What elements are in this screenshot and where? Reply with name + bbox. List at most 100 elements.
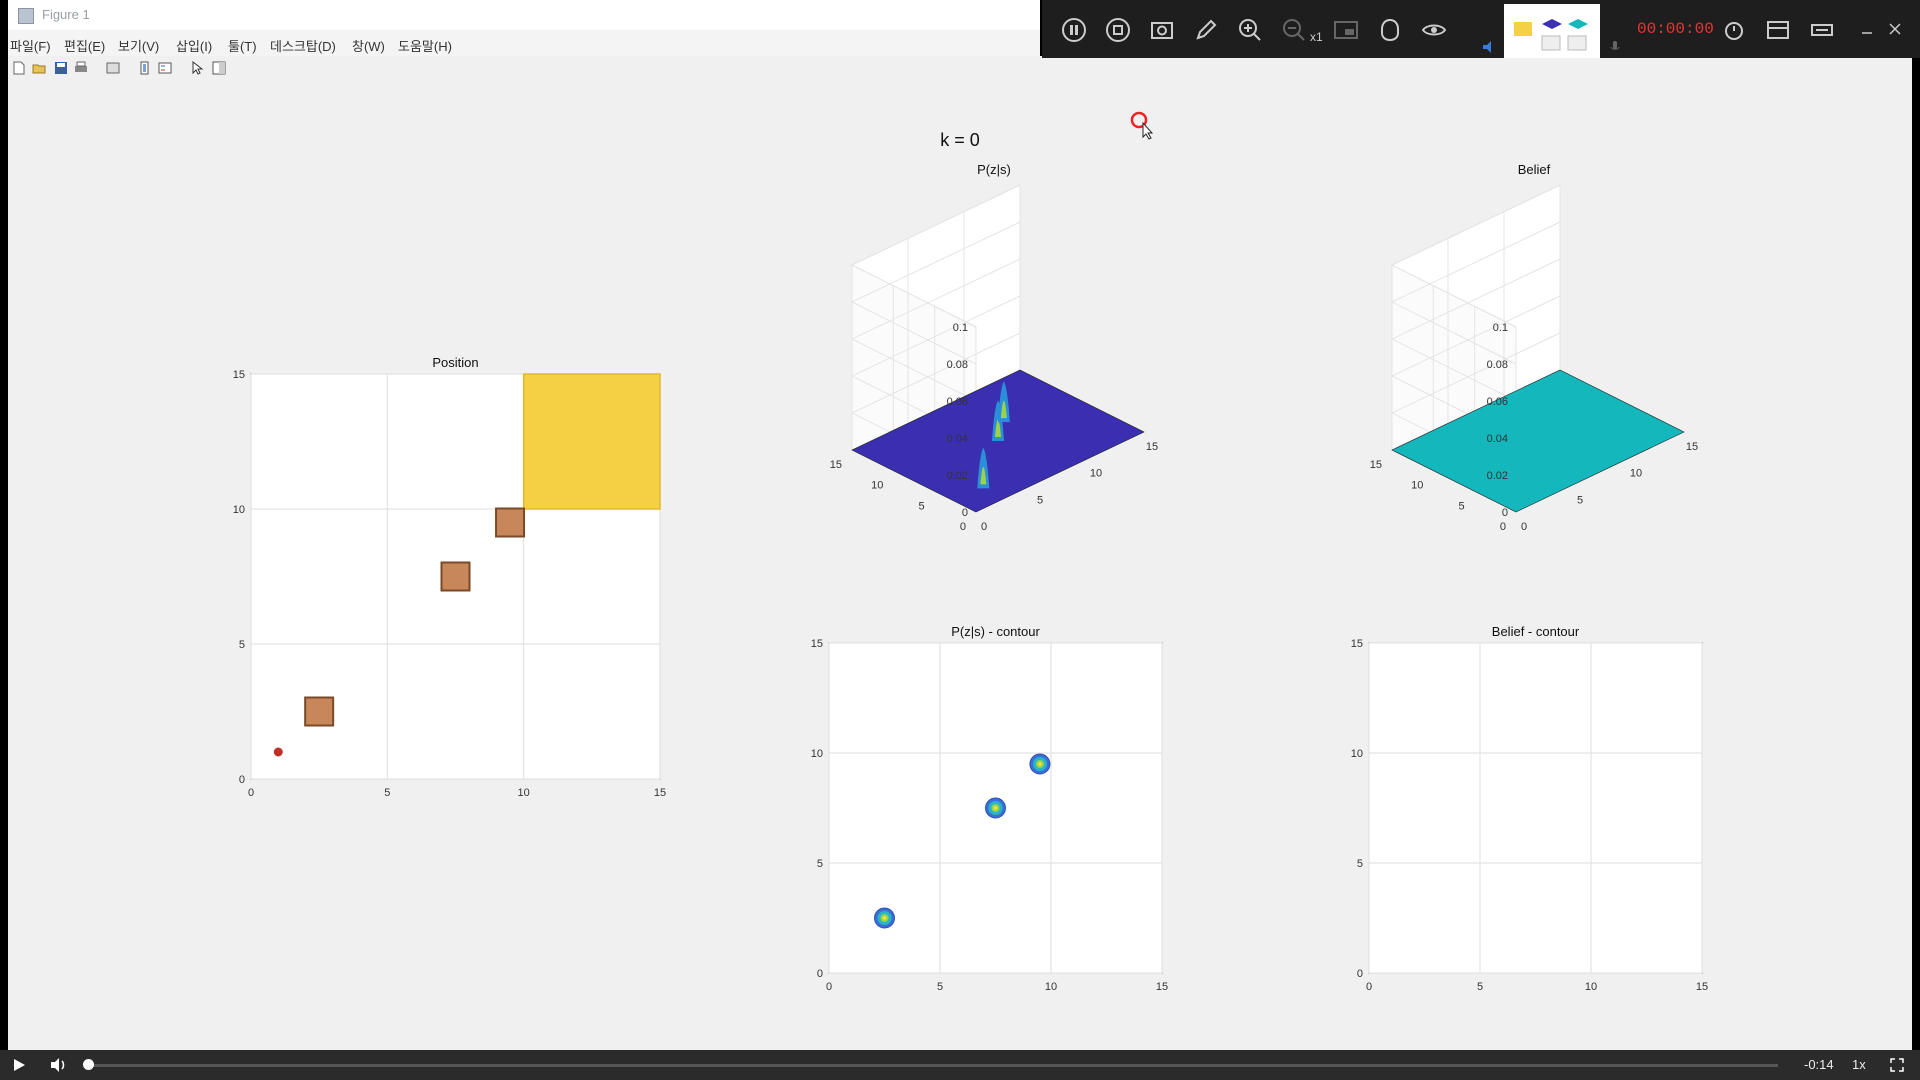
pzs-surface-ztick-label: 0.1 (953, 322, 968, 334)
menu-desktop[interactable]: 데스크탑(D) (270, 39, 336, 54)
belief-contour-xtick-label: 15 (1696, 981, 1708, 993)
belief-contour-plot-area (1368, 642, 1703, 974)
close-icon[interactable] (1882, 16, 1910, 44)
speaker-icon[interactable] (1482, 40, 1498, 54)
belief-contour-xtick-label: 10 (1585, 981, 1597, 993)
figure-canvas: k = 0 0 5 10 15 0 5 10 15 Position 0 0.02 0.04 0.06… (8, 82, 1912, 1050)
position-ytick-label: 10 (233, 504, 245, 516)
robot-marker (273, 747, 283, 757)
menu-file[interactable]: 파일(F) (10, 39, 51, 54)
window-title: Figure 1 (42, 7, 90, 22)
figure-toolbar (8, 56, 1912, 83)
pzs-contour-xtick-label: 0 (826, 981, 832, 993)
link-plot-icon[interactable] (106, 61, 120, 75)
eye-icon[interactable] (1420, 16, 1448, 44)
volume-icon[interactable] (50, 1057, 68, 1073)
pzs-contour-ytick-label: 15 (811, 638, 823, 650)
microphone-icon[interactable] (1608, 40, 1622, 54)
belief-surface-ztick-label: 0.04 (1487, 433, 1508, 445)
position-title: Position (432, 355, 478, 370)
mouse-effect-icon[interactable] (1376, 16, 1404, 44)
belief-contour-ytick-label: 0 (1357, 968, 1363, 980)
figure-app-icon (18, 8, 34, 24)
preview-thumbnail[interactable] (1504, 4, 1600, 58)
position-xtick-label: 0 (248, 787, 254, 799)
zoom-in-icon[interactable] (1236, 16, 1264, 44)
pzs-surface-xtick-label: 5 (1037, 494, 1043, 506)
legend-icon[interactable] (158, 61, 172, 75)
menu-window[interactable]: 창(W) (352, 39, 385, 54)
menu-tools[interactable]: 툴(T) (228, 39, 257, 54)
position-ytick-label: 0 (239, 774, 245, 786)
belief-contour-ytick-label: 10 (1351, 748, 1363, 760)
landmark-marker (440, 561, 471, 592)
play-icon[interactable] (12, 1058, 26, 1072)
pzs-contour-ytick-label: 10 (811, 748, 823, 760)
position-xtick-label: 5 (384, 787, 390, 799)
menu-insert[interactable]: 삽입(I) (176, 39, 213, 54)
camera-icon[interactable] (1148, 16, 1176, 44)
fullscreen-icon[interactable] (1890, 1058, 1904, 1072)
belief-contour-axes: 0 5 10 15 0 5 10 15 Belief - contour (1351, 624, 1708, 993)
menu-edit[interactable]: 편집(E) (64, 39, 106, 54)
progress-handle[interactable] (83, 1059, 94, 1070)
settings-menu-icon[interactable] (1808, 16, 1836, 44)
save-icon[interactable] (54, 61, 68, 75)
belief-contour-ytick-label: 15 (1351, 638, 1363, 650)
new-figure-icon[interactable] (12, 61, 26, 75)
pencil-icon[interactable] (1192, 16, 1220, 44)
stop-icon[interactable] (1104, 16, 1132, 44)
pzs-contour-xtick-label: 15 (1156, 981, 1168, 993)
figure-axes-area: k = 0 0 5 10 15 0 5 10 15 Position 0 0.02 0.04 0.06… (233, 111, 1708, 993)
pzs-surface-xtick-label: 0 (981, 521, 987, 533)
belief-surface-ztick-label: 0.06 (1487, 396, 1508, 408)
screen-recorder-toolbar: x1 00:00:00 (1042, 0, 1920, 58)
playback-speed[interactable]: 1x (1852, 1057, 1866, 1072)
belief-surface-xtick-label: 0 (1521, 521, 1527, 533)
minimize-icon[interactable] (1854, 16, 1882, 44)
preview-thumbnail-image (1514, 19, 1588, 51)
pzs-surface-xtick-label: 10 (1090, 468, 1102, 480)
zoom-out-icon[interactable] (1280, 16, 1308, 44)
title-bar: Figure 1 (8, 0, 1040, 30)
pzs-contour-ytick-label: 5 (817, 858, 823, 870)
position-ytick-label: 15 (233, 369, 245, 381)
capture-area-icon[interactable] (1764, 16, 1792, 44)
property-editor-icon[interactable] (212, 61, 226, 75)
belief-surface-surface (1391, 369, 1685, 513)
position-ytick-label: 5 (239, 639, 245, 651)
belief-contour-xtick-label: 5 (1477, 981, 1483, 993)
pzs-contour-axes: 0 5 10 15 0 5 10 15 P(z|s) - contour (811, 624, 1168, 993)
pzs-surface-peak-top (980, 466, 987, 485)
pzs-surface-ztick-label: 0.06 (947, 396, 968, 408)
menu-view[interactable]: 보기(V) (118, 39, 160, 54)
pip-icon[interactable] (1332, 16, 1360, 44)
pzs-surface-ztick-label: 0 (962, 507, 968, 519)
pause-icon[interactable] (1060, 16, 1088, 44)
pzs-surface-ztick-label: 0.02 (947, 470, 968, 482)
pzs-surface-peak-top (995, 419, 1001, 437)
pzs-contour-contour-peak (1038, 762, 1042, 766)
pzs-surface-ytick-label: 5 (919, 500, 925, 512)
print-icon[interactable] (74, 61, 88, 75)
belief-surface-axes: 0 0.02 0.04 0.06 0.08 0.1 0 5 10 15 0 5 10 15 Belief (1370, 162, 1698, 533)
pzs-contour-title: P(z|s) - contour (951, 624, 1040, 639)
progress-track[interactable] (88, 1064, 1778, 1067)
belief-surface-ztick-label: 0.02 (1487, 470, 1508, 482)
belief-contour-ytick-label: 5 (1357, 858, 1363, 870)
colorbar-icon[interactable] (138, 61, 152, 75)
pzs-surface-peak-top (1000, 400, 1007, 419)
belief-surface-ztick-label: 0.08 (1487, 359, 1508, 371)
belief-surface-title: Belief (1518, 162, 1551, 177)
pzs-surface-ztick-label: 0.04 (947, 433, 968, 445)
pzs-surface-ztick-label: 0.08 (947, 359, 968, 371)
alarm-clock-icon[interactable] (1720, 16, 1748, 44)
video-player-bar: -0:14 1x (0, 1050, 1920, 1080)
select-pointer-icon[interactable] (190, 61, 204, 75)
pzs-contour-xtick-label: 10 (1045, 981, 1057, 993)
open-file-icon[interactable] (32, 61, 46, 75)
menu-help[interactable]: 도움말(H) (398, 39, 452, 54)
pzs-surface-title: P(z|s) (977, 162, 1011, 177)
belief-surface-ytick-label: 5 (1459, 500, 1465, 512)
